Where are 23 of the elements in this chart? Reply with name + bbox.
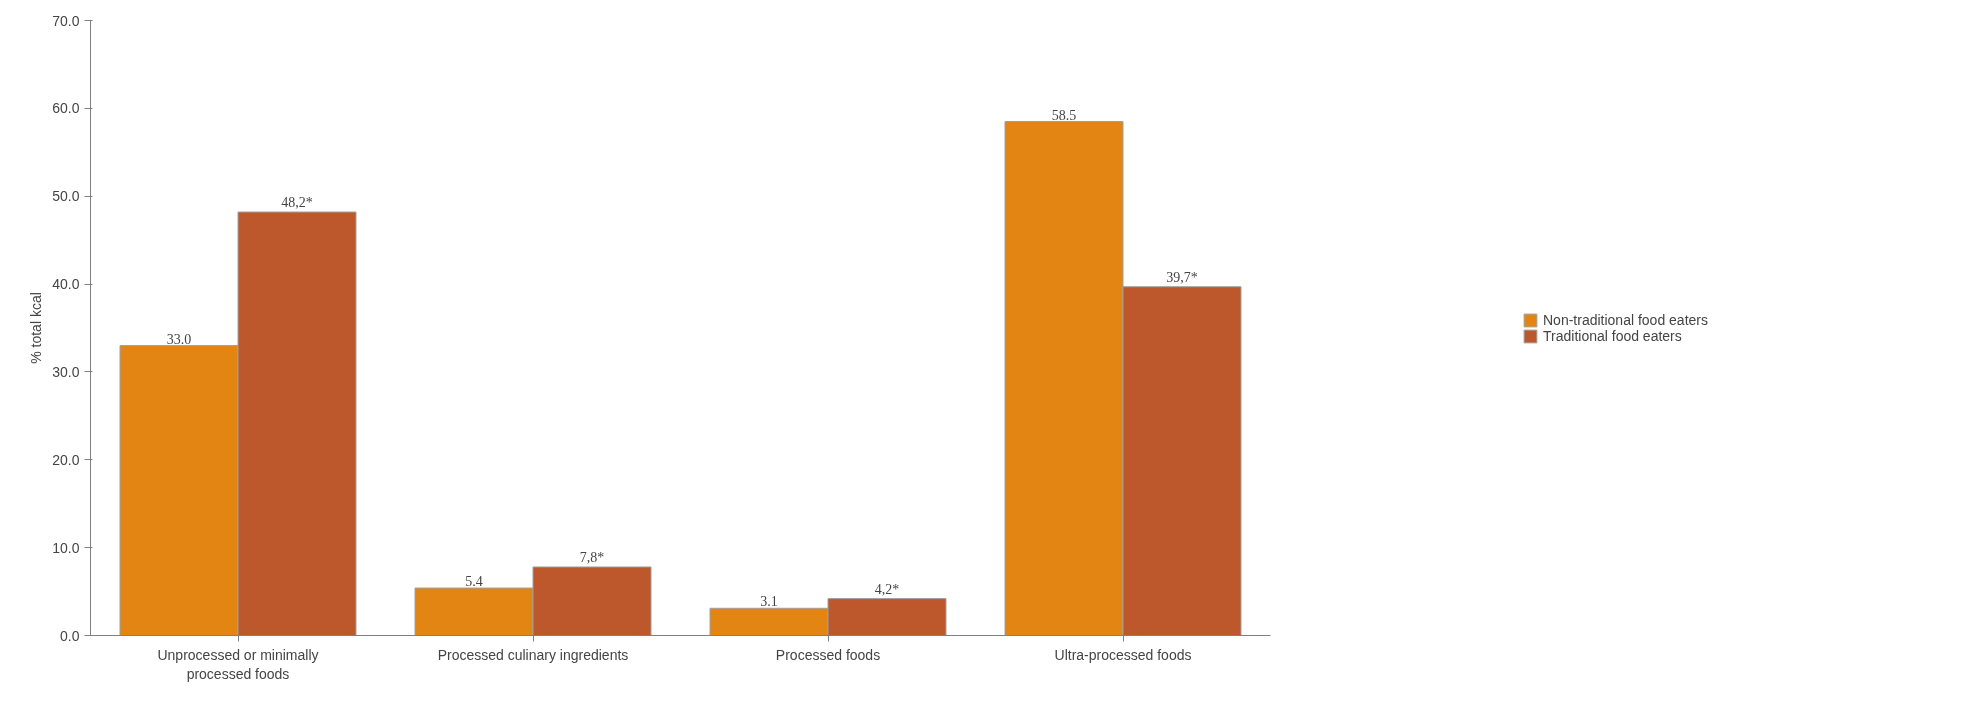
x-tick-label: Processed foods xyxy=(775,646,881,663)
y-tick-label: 0.0 xyxy=(60,627,80,644)
data-label: 33.0 xyxy=(166,331,192,347)
y-tick-label: 70.0 xyxy=(52,12,80,29)
y-tick-label: 10.0 xyxy=(52,539,80,556)
legend-label: Non-traditional food eaters xyxy=(1543,311,1708,328)
y-tick-label: 60.0 xyxy=(52,100,80,117)
y-tick-label: 20.0 xyxy=(52,451,80,468)
data-label: 39,7* xyxy=(1166,269,1198,285)
data-label: 48,2* xyxy=(281,195,313,211)
data-label: 7,8* xyxy=(579,549,605,565)
y-tick-label: 30.0 xyxy=(52,363,80,380)
data-label: 3.1 xyxy=(760,594,778,610)
data-label: 5.4 xyxy=(465,574,483,590)
x-tick-label: Processed culinary ingredients xyxy=(437,646,629,663)
y-axis-title: % total kcal xyxy=(28,292,45,364)
legend-label: Traditional food eaters xyxy=(1543,327,1682,344)
data-label: 4,2* xyxy=(874,581,900,597)
data-label: 58.5 xyxy=(1051,107,1077,123)
y-tick-label: 40.0 xyxy=(52,276,80,293)
x-tick-label: Unprocessed or minimally processed foods xyxy=(157,646,319,682)
y-tick-label: 50.0 xyxy=(52,188,80,205)
x-tick-label: Ultra-processed foods xyxy=(1054,646,1192,663)
